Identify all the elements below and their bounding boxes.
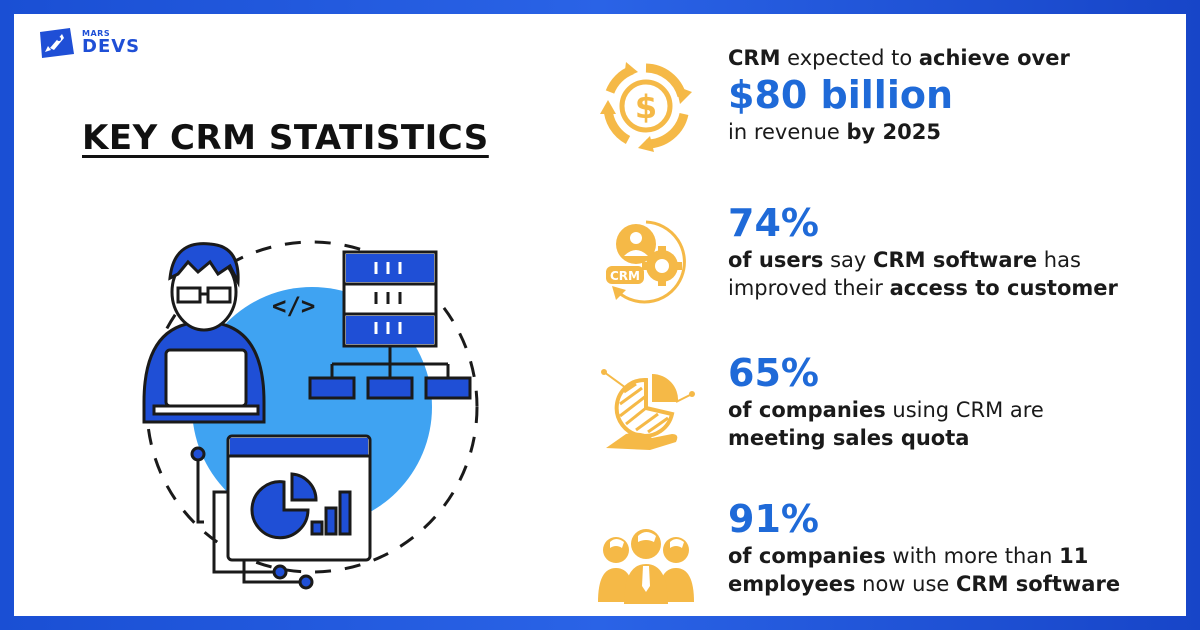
stat-value: $80 billion	[728, 73, 954, 117]
stat-text: has	[1037, 248, 1081, 272]
svg-text:CRM: CRM	[610, 269, 640, 283]
dollar-cycle-icon: $	[600, 62, 692, 152]
stat-text: employees	[728, 572, 856, 596]
stat-text: in revenue	[728, 120, 847, 144]
infographic-card: MARS DEVS KEY CRM STATISTICS	[14, 14, 1186, 616]
stat-text: by 2025	[846, 120, 941, 144]
pie-chart-icon	[250, 472, 318, 540]
stat-text: of users	[728, 248, 824, 272]
stat-text: now use	[855, 572, 956, 596]
stat-line-1: of companies with more than 11	[728, 542, 1188, 570]
bar-chart-icon	[310, 490, 352, 536]
laptop-icon	[164, 348, 248, 408]
dashboard-window	[226, 434, 372, 562]
stat-line-2: in revenue by 2025	[728, 118, 1188, 146]
stat-text: access to customer	[889, 276, 1118, 300]
pie-hand-icon	[601, 369, 695, 450]
stat-value: 91%	[728, 497, 819, 541]
stat-text: CRM	[728, 46, 781, 70]
stat-line-2: employees now use CRM software	[728, 570, 1188, 598]
stat-line-2: meeting sales quota	[728, 424, 1188, 452]
stat-line-1: of companies using CRM are	[728, 396, 1188, 424]
stat-text: 11	[1059, 544, 1089, 568]
stat-text: using CRM are	[885, 398, 1044, 422]
stat-value: 65%	[728, 351, 819, 395]
stat-text: of companies	[728, 544, 886, 568]
stat-text: CRM software	[956, 572, 1121, 596]
team-icon	[598, 529, 694, 604]
stat-text: meeting sales quota	[728, 426, 970, 450]
stat-value: 74%	[728, 201, 819, 245]
stat-text: with more than	[885, 544, 1060, 568]
crm-gear-icon: CRM	[606, 220, 686, 304]
stat-line-2: improved their access to customer	[728, 274, 1188, 302]
brand-name: DEVS	[82, 36, 141, 57]
stat-text: achieve over	[918, 46, 1070, 70]
stat-line-1: CRM expected to achieve over	[728, 44, 1188, 72]
developer-illustration: </>	[142, 240, 479, 590]
stat-text: expected to	[780, 46, 919, 70]
stat-text: of companies	[728, 398, 886, 422]
developer-figure	[142, 242, 266, 424]
stat-text: improved their	[728, 276, 890, 300]
brand-logo[interactable]: MARS DEVS	[36, 26, 140, 60]
rocket-icon	[40, 28, 74, 58]
stat-text: CRM software	[873, 248, 1038, 272]
server-icon	[308, 250, 472, 400]
circuit-lines	[196, 458, 300, 584]
code-icon: </>	[272, 292, 315, 320]
stat-line-1: of users say CRM software has	[728, 246, 1188, 274]
svg-text:$: $	[635, 88, 657, 126]
page-title: KEY CRM STATISTICS	[82, 118, 489, 158]
stat-text: say	[823, 248, 874, 272]
brand-small: MARS	[82, 29, 111, 38]
